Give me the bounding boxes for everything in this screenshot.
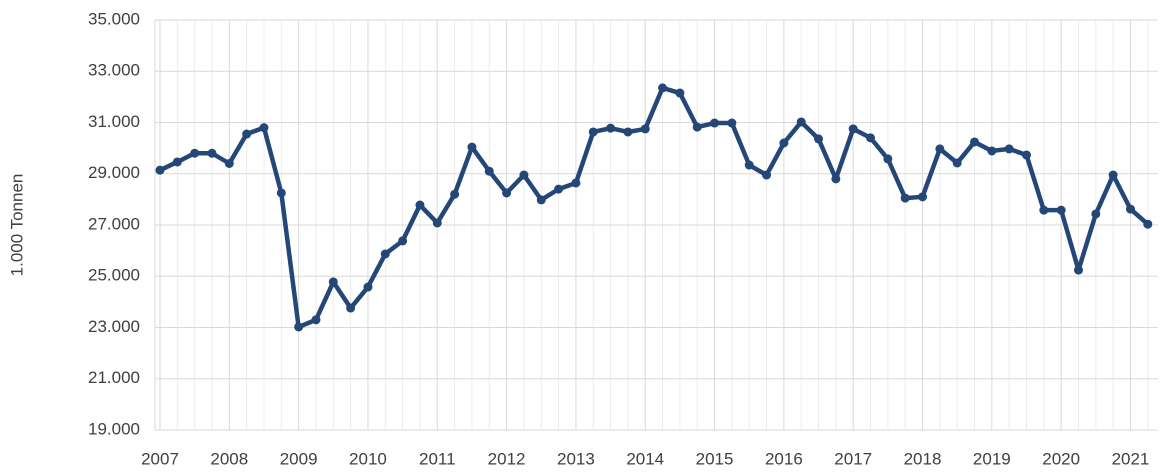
point: [519, 170, 529, 180]
point: [623, 127, 633, 137]
point: [900, 193, 910, 203]
point: [224, 159, 234, 168]
point: [692, 122, 702, 132]
point: [658, 83, 668, 93]
x-tick-label: 2010: [349, 449, 387, 468]
point: [918, 192, 928, 202]
x-tick-label: 2009: [280, 449, 318, 468]
point: [328, 277, 338, 287]
point: [536, 195, 546, 205]
point: [796, 117, 806, 127]
point: [554, 184, 564, 194]
point: [814, 134, 824, 144]
point: [588, 127, 598, 137]
x-tick-label: 2008: [210, 449, 248, 468]
x-tick-label: 2021: [1112, 449, 1150, 468]
point: [155, 165, 165, 175]
x-tick-label: 2011: [419, 449, 456, 468]
x-tick-label: 2014: [626, 449, 664, 468]
point: [640, 124, 650, 134]
point: [1022, 150, 1031, 160]
point: [1143, 219, 1153, 229]
point: [935, 144, 945, 154]
point: [363, 282, 373, 292]
point: [987, 146, 997, 156]
point: [259, 123, 269, 133]
line: [159, 85, 1150, 330]
point: [744, 160, 754, 170]
x-tick-label: 2013: [557, 449, 595, 468]
y-tick-label: 29.000: [88, 163, 140, 182]
point: [952, 158, 962, 168]
point: [831, 174, 841, 184]
point: [294, 322, 304, 332]
point: [1108, 170, 1118, 180]
x-tick-label: 2012: [488, 449, 526, 468]
point: [1125, 204, 1135, 214]
point: [398, 236, 408, 246]
point: [380, 249, 390, 259]
point: [415, 200, 425, 210]
y-tick-label: 27.000: [88, 214, 140, 233]
point: [207, 148, 217, 158]
y-tick-label: 25.000: [88, 266, 140, 285]
x-tick-label: 2015: [696, 449, 734, 468]
point: [675, 88, 685, 98]
y-tick-label: 23.000: [88, 317, 140, 336]
point: [432, 218, 442, 228]
point: [710, 118, 720, 128]
point: [242, 129, 252, 139]
y-tick-label: 19.000: [88, 419, 140, 438]
point: [311, 315, 321, 325]
point: [1073, 265, 1083, 275]
point: [1004, 144, 1014, 154]
y-tick-label: 33.000: [88, 61, 140, 80]
x-tick-label: 2016: [765, 449, 803, 468]
point: [1039, 205, 1049, 215]
point: [467, 142, 477, 152]
y-axis-label: 1.000 Tonnen: [7, 174, 26, 277]
point: [762, 170, 772, 180]
x-tick-label: 2019: [973, 449, 1011, 468]
point: [779, 138, 789, 148]
point: [276, 188, 286, 198]
x-tick-label: 2020: [1042, 449, 1080, 468]
point: [606, 123, 616, 133]
point: [484, 166, 494, 176]
point: [190, 148, 200, 158]
point: [848, 124, 858, 134]
point: [502, 188, 512, 198]
point: [970, 137, 980, 147]
point: [450, 189, 460, 199]
point: [866, 133, 876, 143]
point: [1056, 205, 1066, 215]
y-tick-label: 35.000: [88, 9, 140, 28]
point: [172, 157, 182, 167]
point: [1091, 209, 1101, 219]
point: [727, 118, 737, 128]
y-tick-label: 21.000: [88, 368, 140, 387]
x-tick-label: 2017: [834, 449, 872, 468]
x-tick-label: 2018: [904, 449, 942, 468]
point: [883, 154, 893, 164]
point: [346, 303, 356, 313]
y-tick-label: 31.000: [88, 112, 140, 131]
x-tick-label: 2007: [141, 449, 179, 468]
point: [571, 178, 581, 188]
